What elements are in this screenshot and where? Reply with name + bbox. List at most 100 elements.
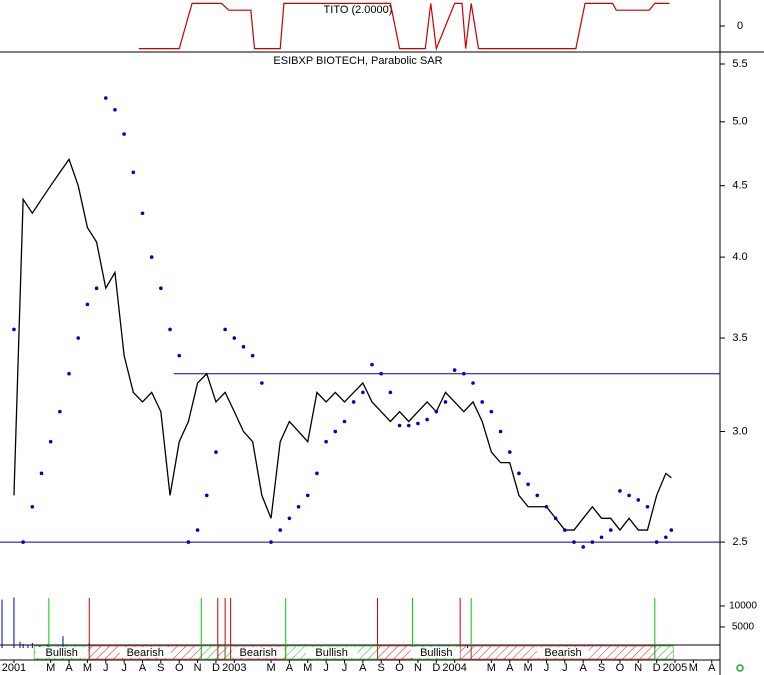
x-tick-label: M (303, 662, 312, 674)
region-label: Bearish (544, 647, 581, 659)
region-label: Bearish (127, 647, 164, 659)
x-tick-label: M (524, 662, 533, 674)
x-tick-label: A (286, 662, 294, 674)
sar-dot (103, 96, 108, 100)
signal-region (217, 645, 226, 660)
y-tick-label: 4.0 (732, 251, 747, 263)
sar-dot (76, 336, 81, 340)
sar-dot (232, 336, 237, 340)
region-label: Bullish (45, 647, 77, 659)
x-tick-label: M (689, 662, 698, 674)
x-tick-label: A (139, 662, 147, 674)
sar-dot (122, 132, 126, 136)
sar-dot (305, 493, 310, 498)
sar-dot (333, 429, 338, 434)
x-tick-label: O (175, 662, 184, 674)
sar-dot (250, 353, 255, 358)
sar-dot (627, 493, 631, 498)
y-tick-label: 10000 (729, 601, 757, 612)
y-tick-label: 2.5 (732, 536, 747, 548)
sar-dot (342, 419, 347, 424)
sar-dot (416, 421, 420, 426)
signal-region (200, 645, 219, 660)
sar-dot (425, 417, 429, 422)
x-tick-label: S (157, 662, 164, 674)
sar-dot (48, 439, 53, 444)
sar-dot (113, 107, 117, 112)
x-tick-label: N (414, 662, 422, 674)
sar-dot (223, 327, 227, 332)
sar-dot (12, 327, 16, 332)
signal-region (377, 645, 413, 660)
sar-dot (443, 400, 448, 404)
sar-dot (636, 498, 641, 502)
sar-dot (315, 471, 319, 476)
x-tick-label: S (378, 662, 385, 674)
region-label: Bullish (315, 647, 347, 659)
sar-dot (434, 409, 439, 414)
x-tick-label: J (342, 662, 348, 674)
sar-dot (462, 371, 466, 376)
x-tick-label: A (359, 662, 367, 674)
sar-dot (526, 482, 530, 487)
tito-line (138, 2, 670, 51)
x-tick-label: A (580, 662, 588, 674)
sar-dot (572, 540, 576, 544)
y-tick-label: 3.0 (732, 425, 747, 437)
region-label: Bearish (240, 647, 277, 659)
region-label-bg (119, 647, 171, 658)
sar-dot (645, 504, 650, 509)
sar-dot (177, 353, 182, 358)
region-label-bg (537, 647, 589, 658)
x-tick-label: M (266, 662, 275, 674)
sar-dot (553, 516, 558, 521)
y-tick-label: 5.0 (732, 116, 747, 128)
x-tick-label: 2003 (222, 662, 246, 674)
x-tick-label: M (83, 662, 92, 674)
y-tick-label: 5000 (732, 622, 755, 633)
sar-dot (168, 327, 172, 332)
sar-dot (517, 471, 521, 476)
sar-dot (498, 429, 503, 434)
x-tick-label: J (323, 662, 329, 674)
sar-dot (361, 390, 365, 395)
sar-dot (21, 540, 25, 544)
region-label-bg (232, 647, 284, 658)
sar-dot (664, 535, 668, 540)
sar-dot (287, 516, 292, 521)
sar-dot (471, 381, 475, 385)
sar-dot (535, 493, 540, 498)
x-tick-label: A (506, 662, 514, 674)
signal-region (224, 645, 231, 660)
sar-dot (608, 528, 613, 532)
x-tick-label: N (634, 662, 642, 674)
sar-dot (159, 286, 163, 290)
sar-dot (94, 286, 99, 290)
sar-dot (581, 545, 585, 549)
sar-dot (296, 504, 301, 509)
sar-dot (370, 362, 374, 367)
sar-dot (149, 255, 154, 259)
x-tick-label: 2001 (2, 662, 26, 674)
x-tick-label: 2005 (663, 662, 687, 674)
sar-dot (507, 450, 512, 454)
y-tick-label: 3.5 (732, 332, 747, 344)
tito-title: TITO (2.0000) (324, 4, 393, 16)
x-tick-label: D (212, 662, 220, 674)
sar-dot (599, 535, 604, 540)
sar-dot (85, 302, 90, 307)
sar-dot (269, 540, 273, 544)
sar-dot (260, 381, 264, 385)
y-tick-label: 4.5 (732, 180, 747, 192)
sar-dot (39, 471, 44, 476)
x-tick-label: 2004 (442, 662, 466, 674)
x-tick-label: N (194, 662, 202, 674)
signal-region (459, 645, 472, 660)
x-tick-label: O (616, 662, 625, 674)
sar-dot (30, 504, 35, 509)
chart-title: ESIBXP BIOTECH, Parabolic SAR (273, 55, 442, 67)
sar-dot (590, 540, 595, 544)
sar-dot (351, 400, 356, 404)
